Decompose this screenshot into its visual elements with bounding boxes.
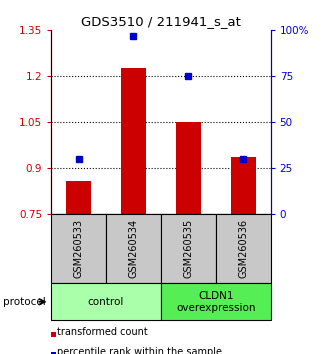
Bar <box>176 122 201 214</box>
Text: GSM260534: GSM260534 <box>128 219 139 278</box>
Title: GDS3510 / 211941_s_at: GDS3510 / 211941_s_at <box>81 15 241 28</box>
Bar <box>121 68 146 214</box>
Bar <box>231 158 255 214</box>
Bar <box>66 181 91 214</box>
Text: transformed count: transformed count <box>57 327 148 337</box>
Text: GSM260536: GSM260536 <box>238 219 248 278</box>
Text: protocol: protocol <box>3 297 46 307</box>
Text: GSM260533: GSM260533 <box>74 219 83 278</box>
Text: percentile rank within the sample: percentile rank within the sample <box>57 347 222 354</box>
Text: CLDN1
overexpression: CLDN1 overexpression <box>176 291 255 313</box>
Text: control: control <box>88 297 124 307</box>
Text: GSM260535: GSM260535 <box>183 219 193 278</box>
